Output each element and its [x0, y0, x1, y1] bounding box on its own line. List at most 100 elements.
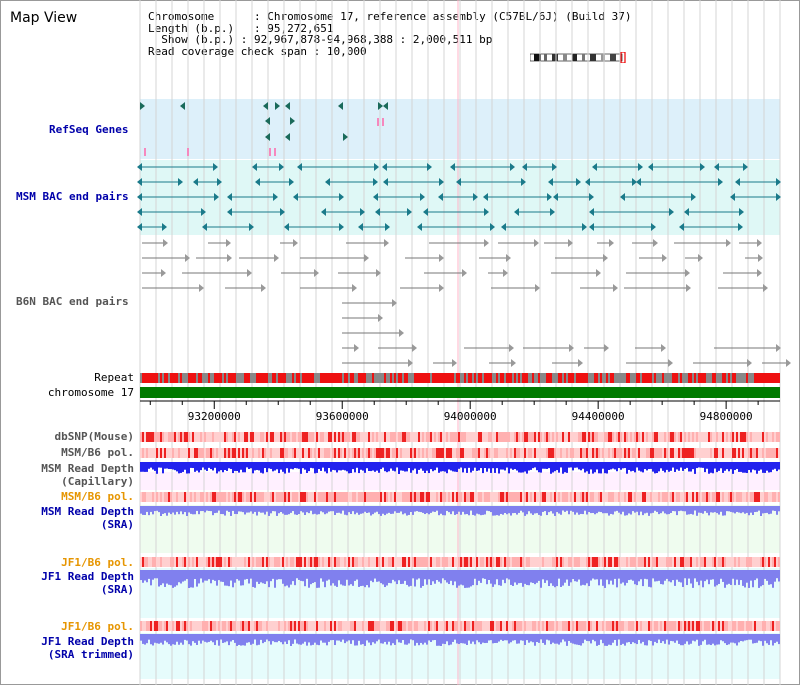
jf1-b6-pol-segment	[418, 557, 420, 567]
msm-b6-pol-segment	[260, 448, 262, 458]
jf1-depth-sra-bar	[342, 570, 344, 586]
dbsnp-segment	[566, 432, 568, 442]
msm-depth-capillary-bar	[552, 462, 554, 473]
jf1-depth-trimmed-bar	[614, 634, 616, 640]
jf1-b6-pol-segment	[600, 557, 602, 567]
jf1-depth-sra-bar	[274, 570, 276, 588]
jf1-depth-sra-bar	[380, 570, 382, 584]
msm-b6-pol-sra-segment	[700, 492, 702, 502]
jf1-b6-pol-trimmed-segment	[368, 621, 370, 631]
jf1-depth-sra-bar	[592, 570, 594, 579]
msm-bac-end	[297, 163, 302, 171]
refseq-gene	[285, 102, 290, 110]
jf1-depth-sra-bar	[456, 570, 458, 588]
jf1-depth-sra-bar	[546, 570, 548, 581]
repeat-segment	[710, 373, 712, 383]
jf1-depth-trimmed-bar	[702, 634, 704, 642]
repeat-segment	[548, 373, 550, 383]
msm-depth-capillary-bar	[330, 462, 332, 472]
repeat-segment	[466, 373, 468, 383]
msm-bac-end	[738, 223, 743, 231]
repeat-segment	[662, 373, 664, 383]
jf1-depth-sra-bar	[600, 570, 602, 580]
msm-depth-sra-bar	[202, 506, 204, 512]
chromosome-ideogram[interactable]	[530, 52, 626, 63]
msm-b6-pol-sra-segment	[510, 492, 512, 502]
msm-b6-pol-segment	[538, 448, 540, 458]
msm-b6-pol-sra-segment	[438, 492, 440, 502]
jf1-depth-trimmed-bar	[460, 634, 462, 644]
jf1-depth-trimmed-bar	[258, 634, 260, 645]
jf1-depth-sra-bar	[182, 570, 184, 582]
track-label-msm-depth-sra[interactable]: MSM Read Depth	[41, 505, 134, 518]
dbsnp-segment	[576, 432, 578, 442]
repeat-segment	[616, 373, 618, 383]
track-label-msm-depth-capillary[interactable]: MSM Read Depth	[41, 462, 134, 475]
msm-b6-pol-sra-segment	[564, 492, 566, 502]
msm-depth-sra-bar	[666, 506, 668, 515]
dbsnp-segment	[580, 432, 582, 442]
jf1-depth-sra-bar	[200, 570, 202, 579]
msm-b6-pol-segment	[394, 448, 396, 458]
repeat-segment	[390, 373, 392, 383]
msm-depth-capillary-bar	[332, 462, 334, 470]
msm-bac-end	[289, 178, 294, 186]
track-label-jf1-b6-pol[interactable]: JF1/B6 pol.	[61, 556, 134, 569]
msm-depth-capillary-bar	[274, 462, 276, 471]
msm-depth-sra-bar	[458, 506, 460, 512]
track-label-jf1-b6-pol-trimmed[interactable]: JF1/B6 pol.	[61, 620, 134, 633]
jf1-b6-pol-trimmed-segment	[642, 621, 644, 631]
msm-b6-pol-sra-segment	[242, 492, 244, 502]
track-label-refseq[interactable]: RefSeq Genes	[49, 123, 129, 136]
jf1-b6-pol-segment	[352, 557, 354, 567]
jf1-b6-pol-trimmed-segment	[314, 621, 316, 631]
track-label-msm-bac[interactable]: MSM BAC end pairs	[16, 190, 129, 203]
jf1-b6-pol-segment	[662, 557, 664, 567]
track-label-msm-b6-pol[interactable]: MSM/B6 pol.	[61, 446, 134, 459]
jf1-b6-pol-segment	[264, 557, 266, 567]
msm-b6-pol-sra-segment	[252, 492, 254, 502]
jf1-depth-sra-bar	[668, 570, 670, 582]
track-label-jf1-depth-sra[interactable]: JF1 Read Depth	[41, 570, 134, 583]
jf1-depth-sra-bar	[574, 570, 576, 582]
msm-b6-pol-segment	[640, 448, 642, 458]
jf1-depth-sra-bar	[158, 570, 160, 587]
msm-depth-capillary-bar	[318, 462, 320, 470]
jf1-depth-trimmed-bar	[692, 634, 694, 641]
jf1-b6-pol-trimmed-segment	[518, 621, 520, 631]
jf1-b6-pol-segment	[154, 557, 156, 567]
msm-depth-sra-bar	[630, 506, 632, 515]
msm-b6-pol-sra-segment	[452, 492, 454, 502]
jf1-b6-pol-segment	[506, 557, 508, 567]
msm-depth-sra-bar	[676, 506, 678, 516]
track-label-msm-b6-pol-sra[interactable]: MSM/B6 pol.	[61, 490, 134, 503]
msm-depth-capillary-bar	[394, 462, 396, 472]
msm-depth-capillary-bar	[574, 462, 576, 468]
repeat-segment	[766, 373, 768, 383]
track-label-jf1-depth-trimmed[interactable]: JF1 Read Depth	[41, 635, 134, 648]
track-label-b6n-bac[interactable]: B6N BAC end pairs	[16, 295, 129, 308]
jf1-b6-pol-segment	[170, 557, 172, 567]
msm-b6-pol-sra-segment	[708, 492, 710, 502]
msm-b6-pol-sra-segment	[178, 492, 180, 502]
msm-depth-sra-bar	[750, 506, 752, 513]
msm-b6-pol-segment	[602, 448, 604, 458]
msm-depth-capillary-bar	[686, 462, 688, 468]
dbsnp-segment	[618, 432, 620, 442]
msm-b6-pol-segment	[484, 448, 486, 458]
dbsnp-segment	[180, 432, 182, 442]
msm-b6-pol-segment	[166, 448, 168, 458]
msm-depth-sra-bar	[702, 506, 704, 514]
msm-depth-capillary-bar	[476, 462, 478, 471]
jf1-b6-pol-trimmed-segment	[754, 621, 756, 631]
jf1-depth-sra-bar	[448, 570, 450, 585]
msm-depth-sra-bar	[430, 506, 432, 513]
msm-depth-sra-bar	[710, 506, 712, 513]
msm-b6-pol-sra-segment	[618, 492, 620, 502]
msm-depth-sra-bar	[600, 506, 602, 513]
dbsnp-segment	[506, 432, 508, 442]
jf1-depth-sra-bar	[298, 570, 300, 580]
jf1-depth-trimmed-bar	[190, 634, 192, 646]
track-label-dbsnp[interactable]: dbSNP(Mouse)	[54, 430, 134, 443]
